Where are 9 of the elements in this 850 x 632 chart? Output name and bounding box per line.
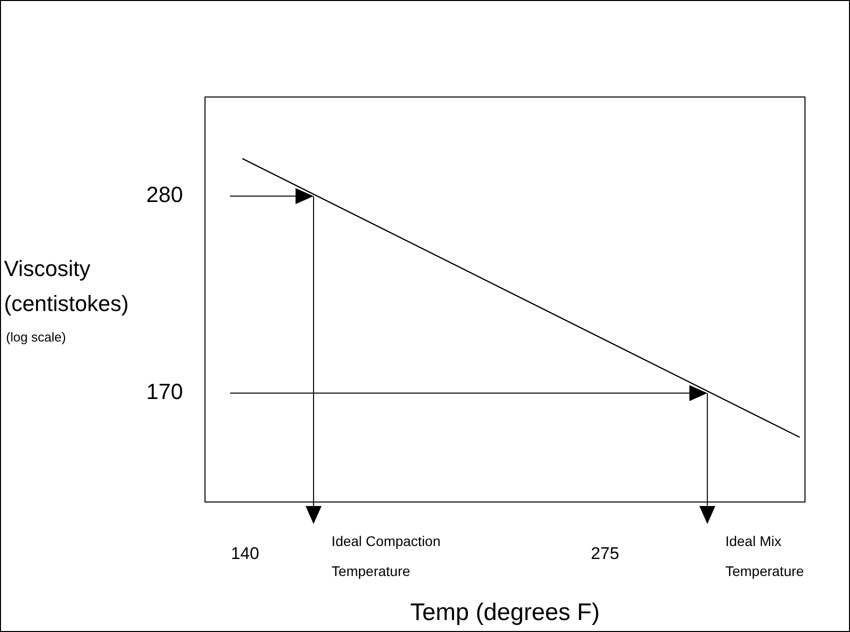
y-tick-label: 280	[146, 182, 183, 208]
x-axis-title: Temp (degrees F)	[410, 599, 600, 626]
x-tick-label: 275	[590, 544, 620, 563]
text: (log scale)	[6, 330, 66, 345]
y-tick-label: 170	[146, 379, 183, 404]
text: Ideal Mix Temperature	[725, 532, 804, 579]
text: Ideal Compaction Temperature	[332, 532, 441, 579]
x-tick-label: 140	[230, 544, 260, 563]
y-axis-title: Viscosity (centistokes)	[4, 256, 129, 316]
